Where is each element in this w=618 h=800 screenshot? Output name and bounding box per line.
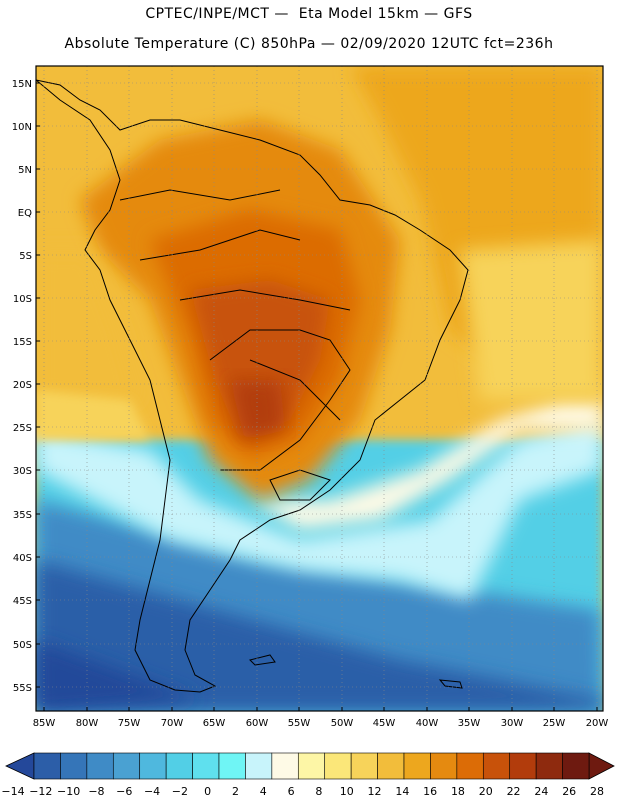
colorbar-swatch xyxy=(33,752,61,780)
lat-label: 15N xyxy=(12,79,32,90)
lon-label: 65W xyxy=(203,718,226,729)
lat-label: 45S xyxy=(13,596,32,607)
colorbar-swatch xyxy=(562,752,590,780)
colorbar-label: −4 xyxy=(144,785,160,798)
colorbar-swatch xyxy=(245,752,273,780)
colorbar-label: −8 xyxy=(88,785,104,798)
colorbar-label: 24 xyxy=(534,785,548,798)
lat-label: 10N xyxy=(12,122,32,133)
colorbar-label: 20 xyxy=(479,785,493,798)
colorbar-under-arrow xyxy=(5,752,35,780)
lat-label: 55S xyxy=(13,683,32,694)
lat-label: 35S xyxy=(13,510,32,521)
latitude-axis: 15N 10N 5N EQ 5S 10S 15S 20S 25S 30S 35S 40S 45S 50S 5… xyxy=(12,79,40,694)
colorbar-label: −12 xyxy=(29,785,52,798)
colorbar-swatch xyxy=(297,752,326,780)
colorbar-label: 26 xyxy=(562,785,576,798)
colorbar-swatch xyxy=(112,752,141,780)
colorbar-swatch xyxy=(350,752,378,780)
colorbar-swatch xyxy=(218,752,246,780)
colorbar-swatch xyxy=(324,752,352,780)
map-frame xyxy=(35,65,604,712)
lon-label: 80W xyxy=(76,718,99,729)
lon-label: 55W xyxy=(288,718,311,729)
colorbar-label: 2 xyxy=(232,785,239,798)
continent-outline xyxy=(36,79,469,693)
lon-label: 40W xyxy=(416,718,439,729)
colorbar-label: 4 xyxy=(260,785,267,798)
colorbar-label: −10 xyxy=(57,785,80,798)
colorbar-swatch xyxy=(60,752,88,780)
colorbar-swatch xyxy=(271,752,299,780)
lon-label: 45W xyxy=(373,718,396,729)
lat-label: 5S xyxy=(19,251,32,262)
lat-label: 25S xyxy=(13,423,32,434)
colorbar-label: 28 xyxy=(590,785,604,798)
lon-label: 50W xyxy=(331,718,354,729)
lat-label: 10S xyxy=(13,294,32,305)
colorbar-label: 16 xyxy=(423,785,437,798)
colorbar-label: 12 xyxy=(368,785,382,798)
colorbar-swatch xyxy=(403,752,431,780)
colorbar-swatch xyxy=(509,752,537,780)
colorbar-swatch xyxy=(456,752,484,780)
lat-lon-grid xyxy=(36,66,603,711)
colorbar-label: −2 xyxy=(172,785,188,798)
lat-label: 50S xyxy=(13,640,32,651)
longitude-axis: 85W 80W 75W 70W 65W 60W 55W 50W 45W 40W 35W 30W 25W 2… xyxy=(33,707,609,729)
lon-label: 30W xyxy=(501,718,524,729)
lat-label: 30S xyxy=(13,466,32,477)
colorbar-swatch xyxy=(535,752,563,780)
colorbar-swatch xyxy=(377,752,405,780)
colorbar-label: 6 xyxy=(288,785,295,798)
colorbar-over-arrow xyxy=(588,752,615,780)
lon-label: 35W xyxy=(458,718,481,729)
colorbar-label: 22 xyxy=(507,785,521,798)
lon-label: 60W xyxy=(246,718,269,729)
lon-label: 70W xyxy=(161,718,184,729)
colorbar-label: −6 xyxy=(116,785,132,798)
lon-label: 85W xyxy=(33,718,56,729)
colorbar-label: 0 xyxy=(204,785,211,798)
lat-label: 20S xyxy=(13,380,32,391)
colorbar-swatch xyxy=(165,752,193,780)
map-title-line1: CPTEC/INPE/MCT — Eta Model 15km — GFS xyxy=(145,6,473,22)
lat-label: EQ xyxy=(18,208,32,219)
colorbar-label: 14 xyxy=(395,785,409,798)
colorbar-label: 10 xyxy=(340,785,354,798)
colorbar-swatch xyxy=(139,752,167,780)
map-title-line2: Absolute Temperature (C) 850hPa — 02/09/… xyxy=(64,36,554,52)
lat-label: 15S xyxy=(13,337,32,348)
colorbar-swatch xyxy=(430,752,458,780)
lon-label: 75W xyxy=(118,718,141,729)
colorbar-swatch xyxy=(192,752,220,780)
lon-label: 25W xyxy=(543,718,566,729)
colorbar-swatch xyxy=(86,752,114,780)
colorbar-label: 8 xyxy=(315,785,322,798)
temperature-field xyxy=(36,66,603,711)
colorbar: −14 −12 −10 −8 −6 −4 −2 0 2 4 6 8 10 12 14 16 18 20 22 24 26… xyxy=(1,752,615,798)
colorbar-label: −14 xyxy=(1,785,24,798)
lat-label: 5N xyxy=(18,165,32,176)
colorbar-label: 18 xyxy=(451,785,465,798)
lat-label: 40S xyxy=(13,553,32,564)
colorbar-swatch xyxy=(482,752,511,780)
lon-label: 20W xyxy=(586,718,609,729)
